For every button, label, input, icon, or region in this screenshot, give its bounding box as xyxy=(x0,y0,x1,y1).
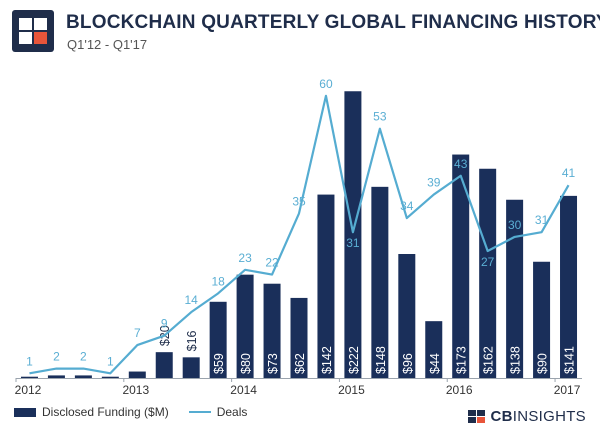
brand-logo: CB INSIGHTS xyxy=(468,408,586,425)
x-tick-label: 2014 xyxy=(230,383,257,397)
funding-bar xyxy=(101,376,119,378)
legend: Disclosed Funding ($M) Deals xyxy=(14,405,247,419)
bar-value-label: $62 xyxy=(293,353,307,374)
funding-bar xyxy=(182,357,200,378)
deals-value-label: 35 xyxy=(292,194,306,208)
funding-bar xyxy=(317,194,335,378)
bar-value-label: $141 xyxy=(563,346,577,374)
deals-value-label: 23 xyxy=(238,251,252,265)
funding-bar xyxy=(209,301,227,378)
funding-bar xyxy=(398,254,416,378)
funding-bar xyxy=(479,168,497,378)
legend-line-swatch xyxy=(188,411,211,413)
cb-mark-icon xyxy=(468,410,486,423)
bar-value-label: $162 xyxy=(482,346,496,374)
funding-bar xyxy=(344,91,362,378)
deals-value-label: 7 xyxy=(134,326,141,340)
deals-value-label: 27 xyxy=(481,255,495,269)
bar-value-label: $96 xyxy=(401,353,415,374)
funding-bar xyxy=(236,274,254,378)
funding-bar xyxy=(263,283,281,378)
x-tick-label: 2017 xyxy=(554,383,581,397)
deals-value-label: 43 xyxy=(454,157,468,171)
brand-bold: CB xyxy=(490,408,513,425)
deals-value-label: 53 xyxy=(373,110,387,124)
funding-bar xyxy=(506,199,524,378)
funding-bar xyxy=(47,375,65,378)
x-tick-label: 2013 xyxy=(122,383,149,397)
legend-bars-label: Disclosed Funding ($M) xyxy=(42,405,169,419)
bar-value-label: $173 xyxy=(455,346,469,374)
bar-value-label: $148 xyxy=(374,346,388,374)
deals-value-label: 22 xyxy=(265,256,279,270)
deals-value-label: 34 xyxy=(400,199,414,213)
legend-bar-swatch xyxy=(14,407,36,417)
funding-bar xyxy=(74,375,92,378)
bar-value-label: $90 xyxy=(536,353,550,374)
deals-value-label: 18 xyxy=(211,274,225,288)
funding-bar xyxy=(452,154,470,378)
funding-bar xyxy=(533,261,551,378)
funding-bar xyxy=(425,321,443,378)
deals-value-label: 31 xyxy=(535,213,549,227)
bar-value-label: $44 xyxy=(428,353,442,374)
x-tick-label: 2016 xyxy=(446,383,473,397)
bar-value-label: $16 xyxy=(185,330,199,351)
funding-bar xyxy=(128,371,146,378)
brand-light: INSIGHTS xyxy=(512,408,586,425)
funding-bar xyxy=(20,376,38,378)
funding-bar xyxy=(290,297,308,378)
deals-value-label: 14 xyxy=(185,293,199,307)
deals-value-label: 39 xyxy=(427,176,441,190)
bar-value-label: $59 xyxy=(212,353,226,374)
bar-value-label: $80 xyxy=(239,353,253,374)
bar-value-label: $73 xyxy=(266,353,280,374)
deals-value-label: 60 xyxy=(319,77,333,91)
deals-value-label: 1 xyxy=(107,354,114,368)
funding-bar xyxy=(155,352,173,378)
deals-value-label: 1 xyxy=(26,354,33,368)
bar-value-label: $138 xyxy=(509,346,523,374)
chart-title: BLOCKCHAIN QUARTERLY GLOBAL FINANCING HI… xyxy=(66,12,600,33)
deals-value-label: 9 xyxy=(161,317,168,331)
x-tick-label: 2015 xyxy=(338,383,365,397)
funding-bar xyxy=(560,195,578,378)
deals-line xyxy=(29,94,570,375)
chart-subtitle: Q1'12 - Q1'17 xyxy=(67,37,148,52)
cb-insights-logo xyxy=(12,10,54,52)
funding-bar xyxy=(371,186,389,378)
deals-value-label: 31 xyxy=(346,236,360,250)
deals-value-label: 2 xyxy=(80,350,87,364)
bar-value-label: $142 xyxy=(320,346,334,374)
deals-value-label: 41 xyxy=(562,166,576,180)
x-tick-label: 2012 xyxy=(15,383,42,397)
legend-line-label: Deals xyxy=(216,405,248,419)
bar-value-label: $222 xyxy=(347,346,361,374)
deals-value-label: 2 xyxy=(53,350,60,364)
deals-value-label: 30 xyxy=(508,218,522,232)
